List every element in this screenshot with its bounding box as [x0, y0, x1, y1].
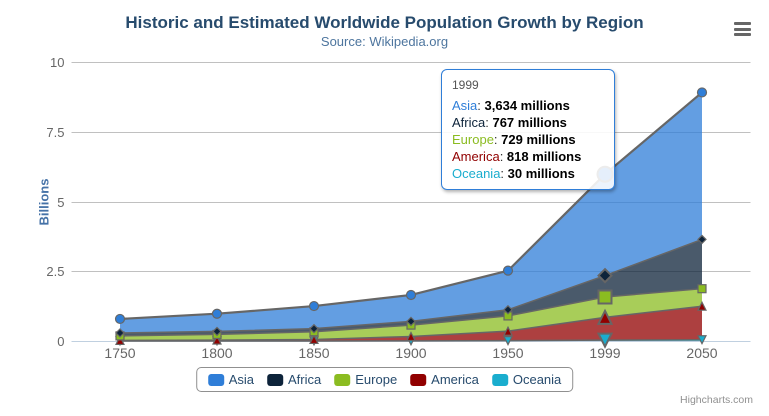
legend-symbol-africa [267, 373, 284, 386]
marker-africa-2050[interactable] [697, 234, 707, 245]
legend-item-europe[interactable]: Europe [334, 372, 397, 387]
tooltip-row-america: America: 818 millions [452, 149, 582, 164]
tooltip-row-europe: Europe: 729 millions [452, 132, 576, 147]
marker-america-1850[interactable] [309, 334, 319, 345]
marker-europe-1999[interactable] [597, 289, 613, 305]
y-axis-tick-label: 0 [57, 334, 64, 349]
marker-asia-1900[interactable] [405, 289, 417, 301]
y-axis-title: Billions [36, 178, 52, 226]
tooltip-row-asia: Asia: 3,634 millions [452, 98, 570, 113]
tooltip-header: 1999 [452, 78, 479, 92]
x-axis-tick-label: 1750 [104, 345, 135, 361]
x-axis-tick-label: 1850 [298, 345, 329, 361]
legend-symbol-europe [334, 373, 351, 386]
area-africa[interactable] [120, 239, 702, 336]
credits-link[interactable]: Highcharts.com [680, 394, 753, 406]
x-axis-tick-label: 1999 [589, 345, 620, 361]
legend-item-asia[interactable]: Asia [207, 372, 255, 387]
legend-item-africa[interactable]: Africa [267, 372, 321, 387]
legend-item-oceania[interactable]: Oceania [491, 372, 562, 387]
marker-asia-1800[interactable] [211, 308, 223, 319]
tooltip: 1999 Asia: 3,634 millions Africa: 767 mil… [441, 69, 615, 190]
x-axis-tick-label: 1950 [492, 345, 523, 361]
marker-europe-2050[interactable] [697, 284, 707, 294]
legend-label-asia: Asia [228, 372, 255, 387]
export-menu-button[interactable] [734, 22, 751, 36]
y-axis-tick-label: 10 [50, 55, 64, 70]
y-axis-tick-label: 7.5 [46, 125, 64, 140]
marker-africa-1950[interactable] [503, 304, 513, 315]
legend-label-oceania: Oceania [512, 372, 562, 387]
y-axis-tick-label: 2.5 [46, 264, 64, 279]
tooltip-row-africa: Africa: 767 millions [452, 115, 567, 130]
tooltip-row-oceania: Oceania: 30 millions [452, 166, 575, 181]
marker-asia-1950[interactable] [502, 265, 514, 276]
legend-symbol-asia [207, 373, 224, 386]
tooltip-series-value: 30 millions [507, 166, 575, 181]
marker-america-2050[interactable] [697, 300, 707, 311]
x-axis-tick-label: 1800 [201, 345, 232, 361]
legend-symbol-america [410, 373, 427, 386]
tooltip-series-value: 729 millions [501, 132, 576, 147]
marker-america-1950[interactable] [503, 325, 513, 336]
marker-africa-1850[interactable] [309, 323, 319, 334]
marker-oceania-1999[interactable] [596, 332, 614, 349]
area-asia[interactable] [120, 92, 702, 333]
marker-asia-2050[interactable] [696, 87, 708, 98]
tooltip-series-name: Africa [452, 115, 486, 130]
chart-subtitle: Source: Wikipedia.org [320, 34, 449, 49]
marker-america-1800[interactable] [212, 334, 222, 345]
marker-asia-1750[interactable] [114, 313, 126, 325]
x-axis-tick-label: 2050 [686, 345, 717, 361]
y-axis-tick-label: 5 [57, 195, 64, 210]
marker-africa-1999[interactable] [597, 267, 613, 284]
tooltip-series-name: Oceania [452, 166, 501, 181]
legend-label-europe: Europe [355, 372, 398, 387]
tooltip-series-value: 3,634 millions [484, 98, 570, 113]
tooltip-series-name: Asia [452, 98, 478, 113]
legend-item-america[interactable]: America [410, 372, 479, 387]
marker-oceania-2050[interactable] [697, 335, 707, 346]
hamburger-icon [734, 22, 751, 36]
marker-america-1999[interactable] [596, 308, 614, 325]
area-america[interactable] [120, 306, 702, 341]
legend-symbol-oceania [491, 373, 508, 386]
tooltip-rows: Asia: 3,634 millions Africa: 767 millions… [452, 97, 604, 182]
tooltip-series-name: America [452, 149, 500, 164]
legend-label-america: America [431, 372, 479, 387]
marker-asia-1850[interactable] [308, 300, 320, 312]
tooltip-series-value: 818 millions [506, 149, 582, 164]
chart-title: Historic and Estimated Worldwide Populat… [125, 13, 644, 32]
tooltip-series-name: Europe [452, 132, 494, 147]
marker-africa-1900[interactable] [406, 316, 416, 327]
marker-africa-1750[interactable] [115, 328, 125, 338]
marker-america-1900[interactable] [406, 331, 416, 342]
marker-africa-1800[interactable] [212, 326, 222, 337]
marker-oceania-1950[interactable] [503, 336, 513, 346]
tooltip-series-value: 767 millions [492, 115, 567, 130]
legend-label-africa: Africa [288, 372, 322, 387]
x-axis-tick-label: 1900 [395, 345, 426, 361]
legend: Asia Africa Europe America Oceania [195, 367, 574, 392]
